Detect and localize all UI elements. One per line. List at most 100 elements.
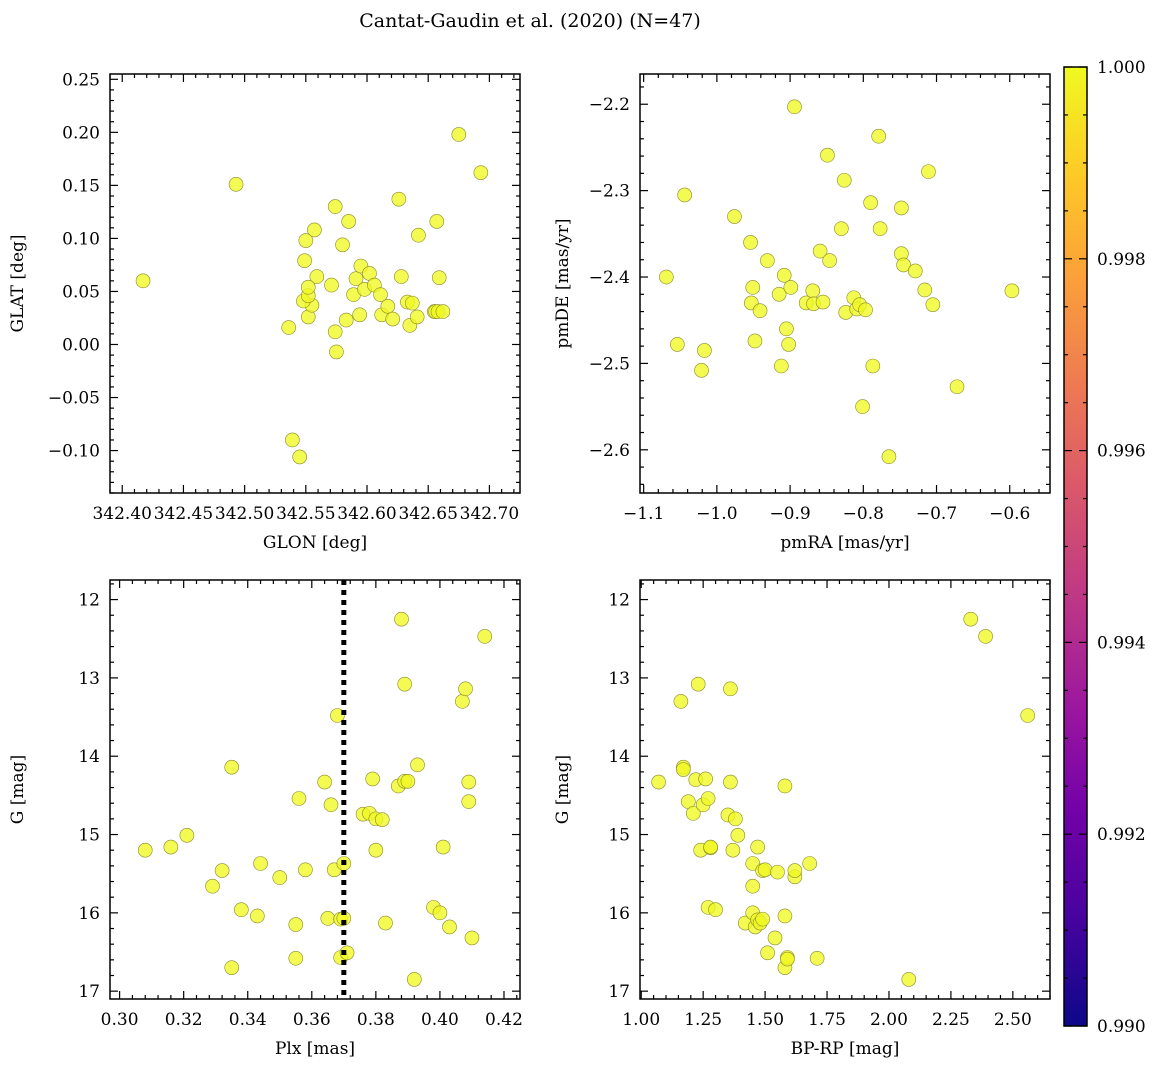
y-tick-label: 0.10 [62, 229, 100, 249]
data-point [858, 302, 873, 318]
axes-frame [109, 579, 521, 1000]
data-point [317, 774, 332, 790]
data-point [163, 839, 179, 855]
data-point [137, 842, 153, 858]
colorbar-tick-label: 1.000 [1097, 58, 1146, 78]
y-tick-label: −2.5 [589, 354, 630, 374]
x-tick-label: 1.00 [622, 1010, 660, 1030]
data-point [214, 863, 230, 878]
data-point [752, 303, 768, 319]
colorbar-tick-label: 0.998 [1097, 250, 1146, 270]
data-point [863, 195, 878, 211]
data-point [865, 358, 881, 374]
data-point [901, 972, 917, 987]
y-tick-label: 16 [608, 904, 630, 924]
data-point [750, 839, 765, 855]
y-tick-label: −2.6 [589, 441, 630, 461]
colorbar-tick-label: 0.990 [1097, 1017, 1146, 1037]
data-point [324, 277, 339, 293]
data-point [815, 294, 831, 310]
axes-frame [639, 73, 1051, 494]
axes-frame [109, 73, 521, 494]
data-point [309, 269, 325, 284]
y-tick-label: 17 [608, 982, 630, 1002]
y-tick-label: 12 [78, 591, 100, 611]
data-point [757, 862, 773, 878]
data-point [431, 270, 447, 285]
y-tick-label: 13 [78, 669, 100, 689]
data-point [767, 930, 783, 946]
x-tick-label: 0.36 [293, 1010, 331, 1030]
x-tick-label: 0.40 [421, 1010, 459, 1030]
data-point [393, 269, 409, 284]
data-point [339, 945, 355, 961]
x-tick-label: 2.50 [994, 1010, 1032, 1030]
data-point [335, 237, 350, 253]
data-point [291, 791, 307, 806]
data-point [783, 280, 799, 295]
data-point [410, 757, 425, 773]
data-point [745, 878, 761, 894]
data-point [700, 791, 716, 806]
y-tick-label: 15 [608, 826, 630, 846]
data-point [378, 915, 393, 931]
data-point [727, 209, 742, 224]
data-point [297, 253, 312, 268]
data-point [690, 676, 706, 692]
data-point [747, 333, 763, 349]
x-tick-label: −1.1 [623, 504, 664, 524]
y-axis-label: G [mag] [8, 755, 28, 824]
x-tick-label: −0.6 [989, 504, 1030, 524]
colorbar-tick-label: 0.996 [1097, 442, 1146, 462]
colorbar: 0.990 0.992 0.994 0.996 0.998 1.000 [1063, 58, 1146, 1037]
colorbar-tick-label: 0.992 [1097, 825, 1146, 845]
x-tick-label: −1.0 [696, 504, 737, 524]
data-point [730, 828, 746, 843]
x-tick-label: 342.65 [398, 504, 457, 524]
data-point [723, 774, 738, 790]
data-point [755, 911, 770, 927]
y-tick-label: 17 [78, 982, 100, 1002]
data-point [411, 227, 426, 243]
data-point [728, 811, 743, 827]
y-axis-label: pmDE [mas/yr] [553, 218, 573, 348]
data-point [373, 287, 388, 302]
data-point [834, 221, 849, 236]
data-point [855, 399, 870, 414]
data-point [409, 309, 425, 325]
data-point [374, 812, 390, 827]
data-point [771, 286, 787, 302]
y-tick-label: 14 [78, 747, 100, 767]
x-tick-label: −0.7 [916, 504, 957, 524]
data-point [394, 611, 409, 627]
y-tick-label: 12 [608, 591, 630, 611]
data-point [697, 343, 712, 358]
x-tick-label: 2.00 [870, 1010, 908, 1030]
data-point [978, 629, 993, 644]
data-point [341, 214, 356, 229]
x-tick-label: 0.32 [165, 1010, 203, 1030]
data-point [234, 902, 249, 918]
points [137, 611, 493, 987]
data-point [298, 233, 314, 248]
data-point [673, 694, 689, 709]
x-tick-label: 342.70 [460, 504, 519, 524]
data-point [677, 187, 692, 203]
data-point [368, 842, 384, 858]
data-point [776, 267, 792, 283]
points [135, 127, 489, 465]
data-point [659, 269, 674, 285]
data-point [760, 945, 775, 961]
data-point [435, 839, 451, 855]
y-tick-label: 13 [608, 669, 630, 689]
y-tick-label: 15 [78, 826, 100, 846]
data-point [429, 214, 445, 229]
y-tick-label: 0.20 [62, 123, 100, 143]
data-point [907, 263, 923, 279]
data-point [1004, 283, 1020, 299]
x-tick-label: −0.8 [843, 504, 884, 524]
data-point [464, 930, 480, 946]
data-point [285, 432, 300, 448]
y-tick-label: 0.15 [62, 176, 100, 196]
